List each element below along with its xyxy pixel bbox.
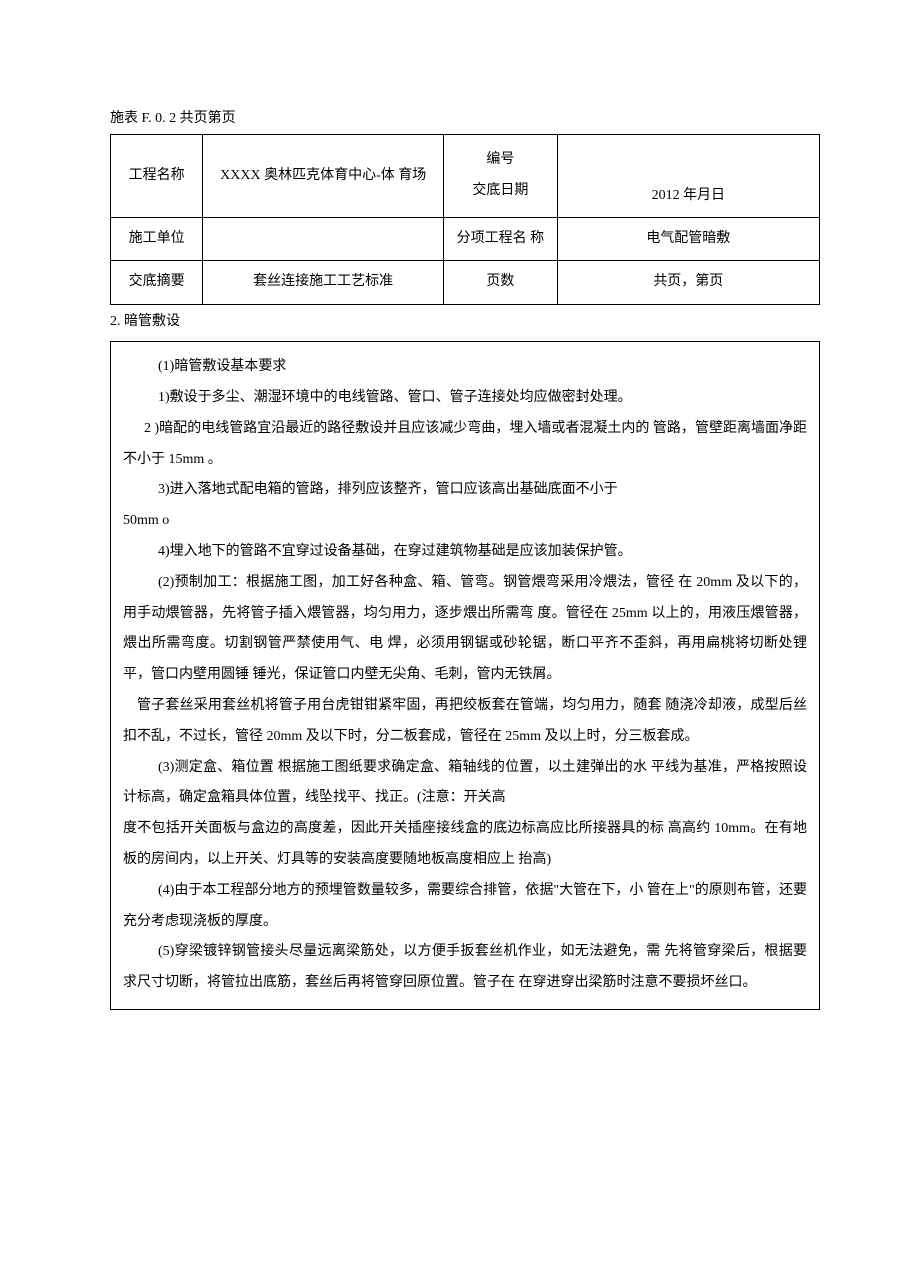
cell-subproject-value: 电气配管暗敷 <box>557 217 819 260</box>
para-9: (3)测定盒、箱位置 根据施工图纸要求确定盒、箱轴线的位置，以土建弹出的水 平线… <box>123 753 807 815</box>
para-2: 1)敷设于多尘、潮湿环境中的电线管路、管口、管子连接处均应做密封处理。 <box>123 383 807 414</box>
para-1: (1)暗管敷设基本要求 <box>123 352 807 383</box>
cell-number-date-label: 编号 交底日期 <box>444 135 557 218</box>
cell-date-label: 交底日期 <box>452 176 548 207</box>
para-10: 度不包括开关面板与盒边的高度差，因此开关插座接线盒的底边标高应比所接器具的标 高… <box>123 814 807 876</box>
cell-project-value: XXXX 奥林匹克体育中心-体 育场 <box>203 135 444 218</box>
form-header: 施表 F. 0. 2 共页第页 <box>110 108 820 130</box>
table-row-2: 施工单位 分项工程名 称 电气配管暗敷 <box>111 217 820 260</box>
table-row-1: 工程名称 XXXX 奥林匹克体育中心-体 育场 编号 交底日期 2012 年月日 <box>111 135 820 218</box>
info-table: 工程名称 XXXX 奥林匹克体育中心-体 育场 编号 交底日期 2012 年月日… <box>110 134 820 304</box>
para-4: 3)进入落地式配电箱的管路，排列应该整齐，管口应该高出基础底面不小于 <box>123 475 807 506</box>
table-row-3: 交底摘要 套丝连接施工工艺标准 页数 共页，第页 <box>111 261 820 304</box>
cell-number-label: 编号 <box>452 145 548 176</box>
section-title: 2. 暗管敷设 <box>110 311 820 333</box>
cell-unit-value <box>203 217 444 260</box>
cell-pages-label: 页数 <box>444 261 557 304</box>
content-box: (1)暗管敷设基本要求 1)敷设于多尘、潮湿环境中的电线管路、管口、管子连接处均… <box>110 341 820 1010</box>
cell-unit-label: 施工单位 <box>111 217 203 260</box>
para-6: 4)埋入地下的管路不宜穿过设备基础，在穿过建筑物基础是应该加装保护管。 <box>123 537 807 568</box>
para-12: (5)穿梁镀锌钢管接头尽量远离梁筋处，以方便手扳套丝机作业，如无法避免，需 先将… <box>123 937 807 999</box>
cell-summary-value: 套丝连接施工工艺标准 <box>203 261 444 304</box>
cell-pages-value: 共页，第页 <box>557 261 819 304</box>
cell-subproject-label: 分项工程名 称 <box>444 217 557 260</box>
cell-summary-label: 交底摘要 <box>111 261 203 304</box>
para-8: 管子套丝采用套丝机将管子用台虎钳钳紧牢固，再把绞板套在管端，均匀用力，随套 随浇… <box>123 691 807 753</box>
cell-date-value: 2012 年月日 <box>557 135 819 218</box>
cell-project-label: 工程名称 <box>111 135 203 218</box>
para-5: 50mm o <box>123 506 807 537</box>
para-11: (4)由于本工程部分地方的预埋管数量较多，需要综合排管，依据"大管在下，小 管在… <box>123 876 807 938</box>
para-7: (2)预制加工：根据施工图，加工好各种盒、箱、管弯。钢管煨弯采用冷煨法，管径 在… <box>123 568 807 691</box>
para-3: 2 )暗配的电线管路宜沿最近的路径敷设并且应该减少弯曲，埋入墙或者混凝土内的 管… <box>123 414 807 476</box>
